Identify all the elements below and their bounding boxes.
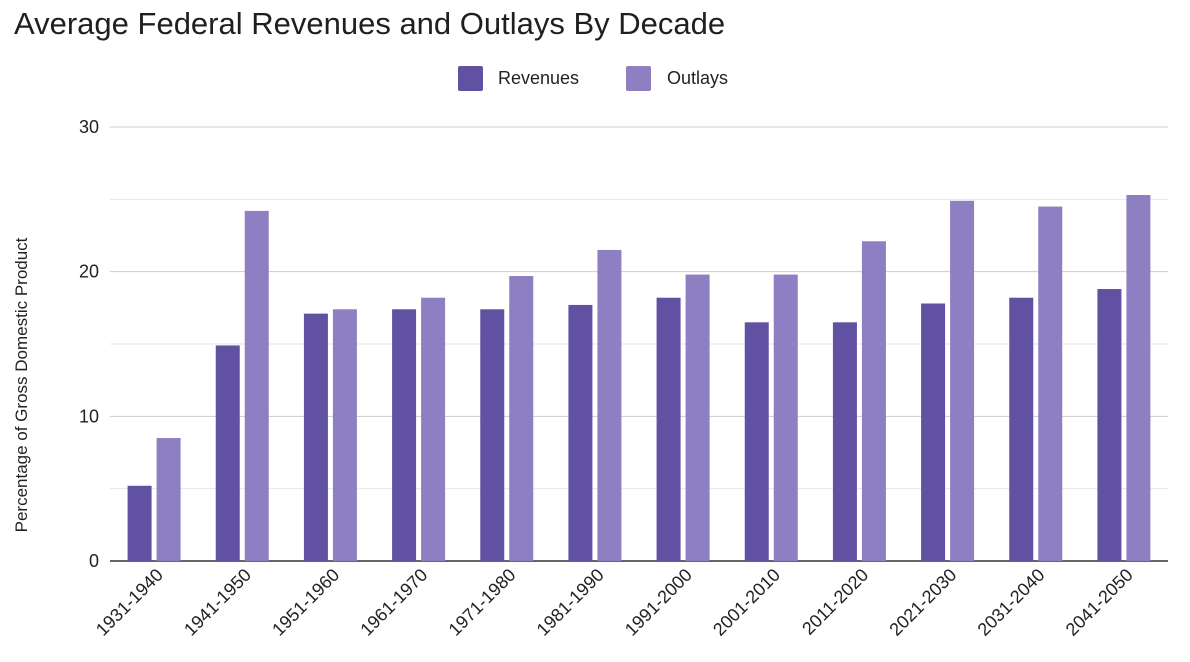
- bar-outlays-1931-1940: [156, 438, 181, 561]
- bar-revenues-2011-2020: [832, 322, 857, 561]
- gridlines: [110, 126, 1168, 562]
- bars: [127, 194, 1151, 562]
- x-tick-label: 1931-1940: [92, 565, 167, 640]
- y-tick-label: 30: [79, 117, 99, 137]
- x-tick-label: 1941-1950: [180, 565, 255, 640]
- bar-outlays-1981-1990: [597, 249, 622, 561]
- x-tick-label: 2001-2010: [709, 565, 784, 640]
- bar-revenues-1931-1940: [127, 485, 152, 561]
- bar-outlays-2021-2030: [950, 200, 975, 561]
- x-tick-label: 2021-2030: [885, 565, 960, 640]
- y-tick-label: 0: [89, 551, 99, 571]
- y-axis: 0 10 20 30: [79, 117, 99, 571]
- y-tick-label: 20: [79, 262, 99, 282]
- x-tick-label: 2011-2020: [798, 565, 872, 639]
- bar-revenues-1991-2000: [656, 297, 681, 561]
- bar-outlays-2041-2050: [1126, 194, 1151, 561]
- bar-revenues-1971-1980: [480, 309, 505, 561]
- bar-outlays-1941-1950: [244, 210, 269, 561]
- x-tick-label: 1951-1960: [268, 565, 343, 640]
- x-tick-label: 1971-1980: [445, 565, 520, 640]
- x-axis: 1931-1940 1941-1950 1951-1960 1961-1970 1971…: [92, 565, 1137, 640]
- x-tick-label: 1961-1970: [356, 565, 431, 640]
- bar-revenues-2001-2010: [744, 322, 769, 561]
- bar-revenues-2021-2030: [921, 303, 946, 561]
- legend: Revenues Outlays: [458, 66, 728, 91]
- y-axis-title: Percentage of Gross Domestic Product: [12, 237, 31, 532]
- x-tick-label: 1981-1990: [533, 565, 608, 640]
- bar-outlays-2031-2040: [1038, 206, 1063, 562]
- bar-revenues-2041-2050: [1097, 289, 1122, 561]
- bar-revenues-1961-1970: [392, 309, 417, 561]
- chart-title: Average Federal Revenues and Outlays By …: [14, 6, 726, 41]
- bar-revenues-1981-1990: [568, 304, 593, 561]
- legend-label-revenues: Revenues: [498, 68, 579, 88]
- y-tick-label: 10: [79, 406, 99, 426]
- bar-revenues-2031-2040: [1009, 297, 1034, 561]
- legend-label-outlays: Outlays: [667, 68, 728, 88]
- bar-outlays-1961-1970: [421, 297, 446, 561]
- x-tick-label: 2041-2050: [1062, 565, 1137, 640]
- bar-revenues-1951-1960: [303, 313, 328, 561]
- bar-outlays-1991-2000: [685, 274, 710, 561]
- bar-outlays-1971-1980: [509, 276, 534, 561]
- x-tick-label: 1991-2000: [621, 565, 696, 640]
- bar-outlays-2001-2010: [773, 274, 798, 561]
- bar-outlays-1951-1960: [332, 309, 357, 561]
- legend-swatch-outlays: [626, 66, 651, 91]
- legend-swatch-revenues: [458, 66, 483, 91]
- bar-outlays-2011-2020: [861, 241, 886, 561]
- x-tick-label: 2031-2040: [974, 565, 1049, 640]
- bar-revenues-1941-1950: [215, 345, 240, 561]
